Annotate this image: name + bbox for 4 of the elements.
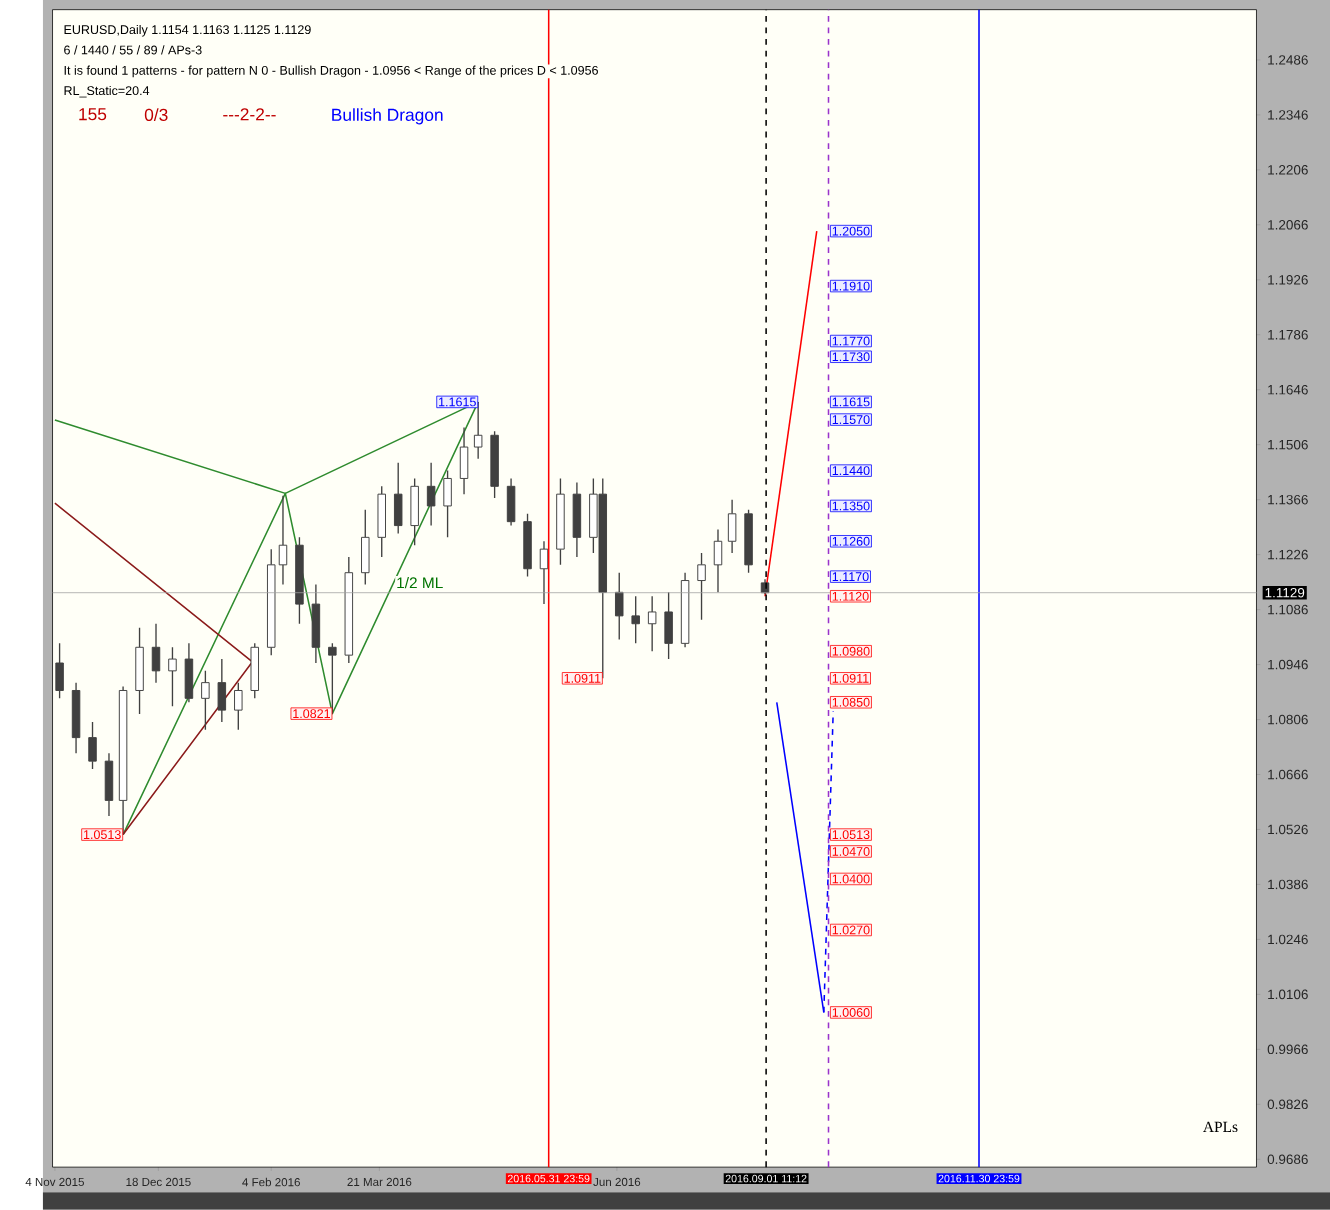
annotation: 155 xyxy=(79,108,107,121)
annotation: 0/3 xyxy=(144,108,168,122)
annotation: Bullish Dragon xyxy=(332,108,443,125)
annotation: ---2-2-- xyxy=(223,108,276,121)
